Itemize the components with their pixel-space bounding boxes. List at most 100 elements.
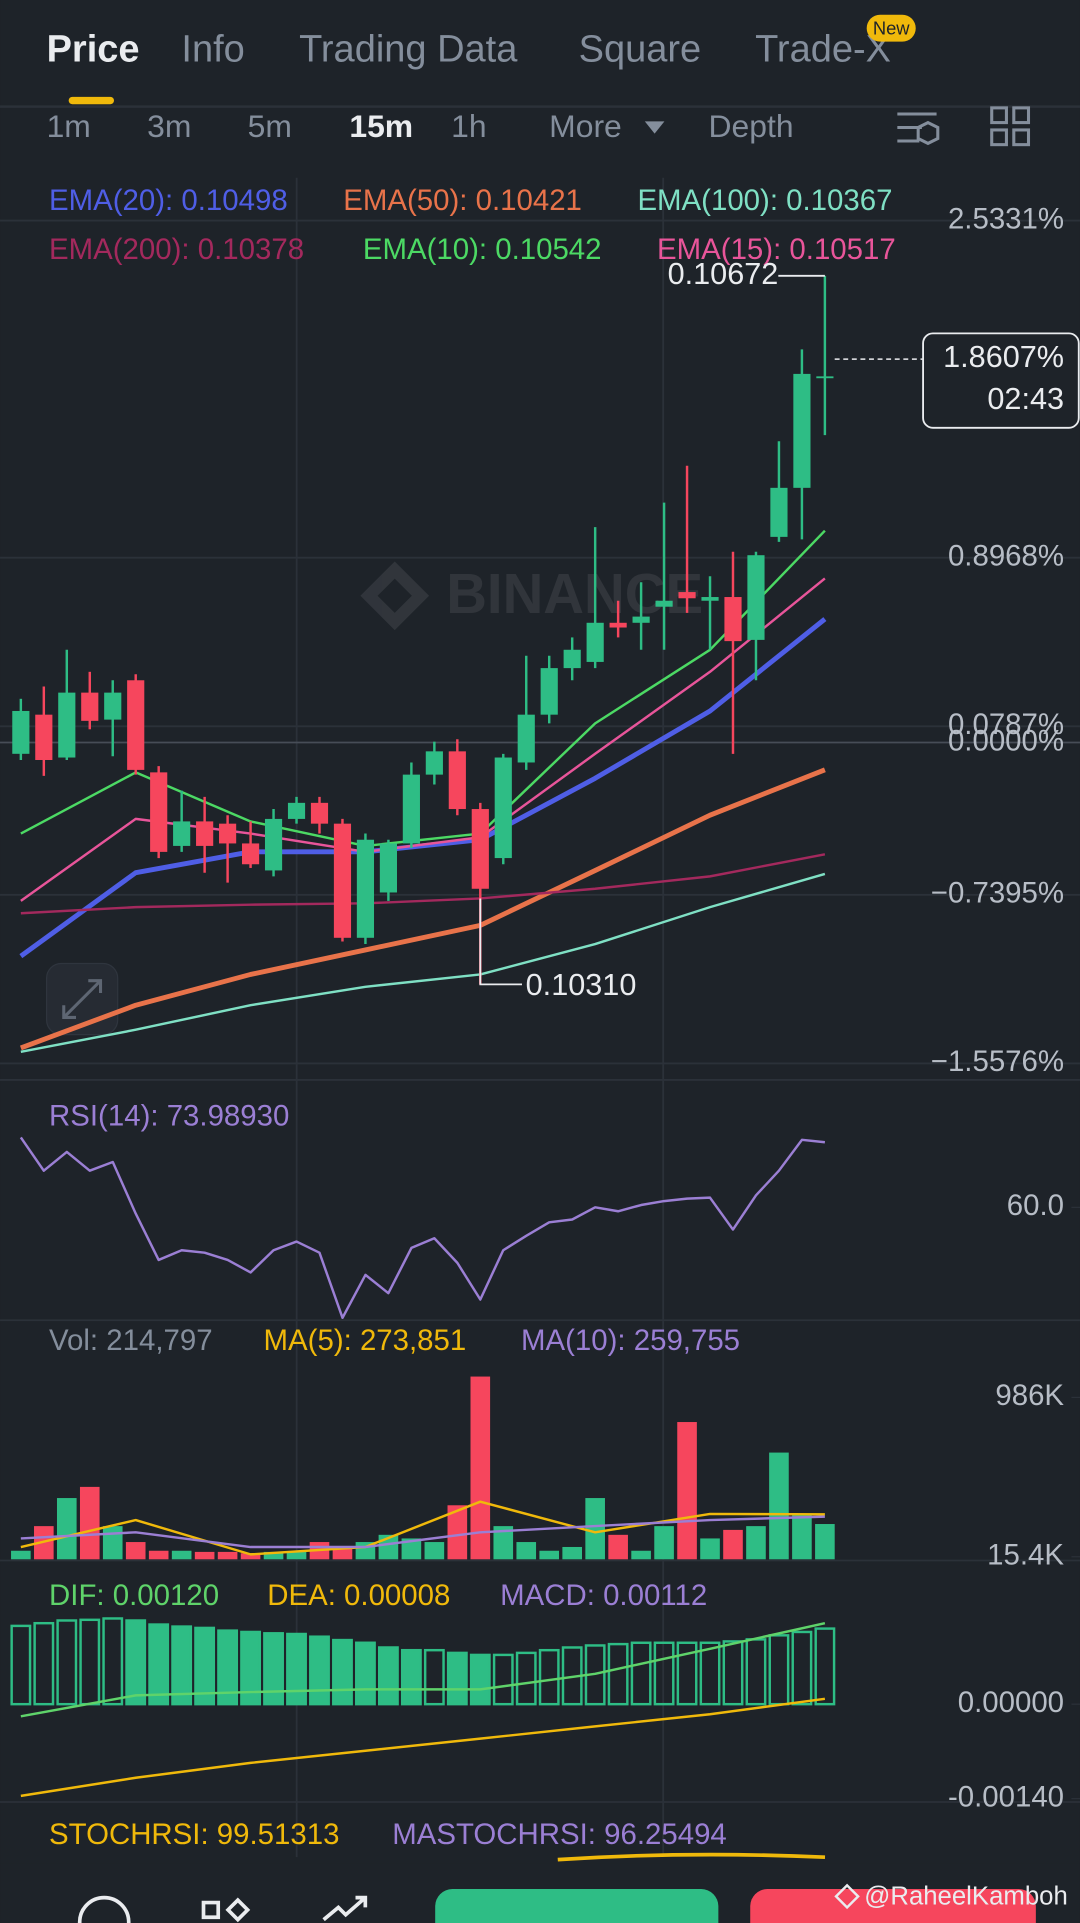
y-tick-label: 60.0 <box>1007 1189 1064 1222</box>
stoch-line <box>557 1852 826 1862</box>
layout-icon[interactable] <box>990 106 1031 147</box>
legend-text: MACD: 0.00112 <box>500 1579 707 1612</box>
volume-bar <box>332 1546 353 1560</box>
candle-body <box>448 751 466 810</box>
candle-body <box>471 809 489 889</box>
candle-body <box>310 802 329 824</box>
interval-bar: 1m 3m 5m 15m 1h More Depth <box>47 106 1031 147</box>
legend-text: MA(10): 259,755 <box>521 1324 740 1357</box>
interval[interactable]: 15m <box>349 108 413 144</box>
low-label: 0.10310 <box>526 968 637 1002</box>
candle-body <box>517 714 535 763</box>
interval[interactable]: More <box>549 108 622 144</box>
macd-bar <box>791 1630 813 1706</box>
dropdown-arrow <box>644 121 665 134</box>
candle-body <box>678 592 696 599</box>
candle-body <box>701 597 719 601</box>
macd-bar <box>263 1632 284 1706</box>
interval[interactable]: 1h <box>451 108 486 144</box>
legend-text: EMA(100): 0.10367 <box>637 184 892 217</box>
macd-bar <box>10 1624 32 1706</box>
current-price-label: 1.8607% <box>943 340 1064 374</box>
candle-body <box>81 692 99 721</box>
candle-body <box>58 692 76 758</box>
high-label: 0.10672 <box>668 257 779 291</box>
series-line <box>20 853 826 915</box>
tab[interactable]: Trade-X <box>755 29 891 71</box>
macd-bar <box>630 1641 652 1706</box>
annotation-line <box>479 898 522 986</box>
tab[interactable]: Trading Data <box>299 29 518 71</box>
macd-bar <box>286 1632 307 1706</box>
volume-bar <box>746 1526 766 1560</box>
volume-bar <box>493 1526 514 1560</box>
interval[interactable]: 5m <box>248 108 292 144</box>
volume-bar <box>700 1538 720 1560</box>
macd-bar <box>33 1621 55 1706</box>
legend-text: EMA(15): 0.10517 <box>657 233 896 266</box>
badge-text: New <box>873 17 910 38</box>
macd-bar <box>653 1641 675 1706</box>
candle-body <box>264 818 283 871</box>
legend-text: MA(5): 273,851 <box>264 1324 467 1357</box>
interval[interactable]: 3m <box>147 108 191 144</box>
volume-bar <box>102 1526 123 1560</box>
candle-body <box>793 373 811 488</box>
macd-bar <box>125 1619 147 1706</box>
y-tick-label: 2.5331% <box>948 202 1064 235</box>
macd-bar <box>217 1629 239 1706</box>
candle-body <box>540 668 558 715</box>
volume-bar <box>194 1551 215 1560</box>
candle-body <box>241 843 260 865</box>
legend-text: Vol: 214,797 <box>49 1324 213 1357</box>
series-line <box>19 767 826 1051</box>
candle-body <box>127 680 145 770</box>
sell-button[interactable] <box>750 1889 1036 1923</box>
legend-text: EMA(200): 0.10378 <box>49 233 304 266</box>
icon[interactable] <box>201 1897 251 1923</box>
watermark: BINANCE <box>360 561 703 631</box>
macd-bar <box>676 1641 698 1706</box>
legend-text: RSI(14): 73.98930 <box>49 1100 289 1133</box>
legend-text: MASTOCHRSI: 96.25494 <box>392 1818 727 1851</box>
volume-bar <box>470 1376 491 1560</box>
candle-body <box>724 597 742 642</box>
icon[interactable] <box>77 1895 131 1923</box>
tab[interactable]: Price <box>47 29 140 71</box>
y-tick-label: 0.0000% <box>948 724 1064 757</box>
buy-button[interactable] <box>435 1889 719 1923</box>
candle-body <box>655 600 673 607</box>
series-line <box>20 1697 826 1798</box>
candle-body <box>586 622 604 662</box>
candle-body <box>816 376 834 379</box>
macd-bar <box>699 1641 721 1706</box>
volume-bar <box>401 1538 422 1560</box>
legend-text: DIF: 0.00120 <box>49 1579 219 1612</box>
interval[interactable]: 1m <box>47 108 91 144</box>
candle-body <box>494 757 512 859</box>
volume-bar <box>654 1526 674 1560</box>
settings-icon[interactable] <box>897 112 940 146</box>
volume-bar <box>792 1513 812 1560</box>
y-tick-label: −1.5576% <box>931 1045 1064 1078</box>
y-tick-label: −0.7395% <box>931 877 1064 910</box>
plot-area: 2.5331% 0.8968% 0.0787%0.0000% −0.7395% −1.5… <box>0 184 1080 1813</box>
volume-bar <box>217 1551 238 1560</box>
y-tick-label: 0.00000 <box>958 1686 1064 1719</box>
volume-bar <box>608 1534 628 1560</box>
volume-bar <box>516 1542 537 1560</box>
y-tick-label: 15.4K <box>987 1539 1064 1572</box>
interval[interactable]: Depth <box>709 108 794 144</box>
macd-bar <box>171 1625 193 1706</box>
tab[interactable]: Info <box>181 29 244 71</box>
tab[interactable]: Square <box>579 29 702 71</box>
series-line <box>20 872 826 1053</box>
volume-bar <box>79 1486 100 1560</box>
icon[interactable] <box>322 1895 368 1922</box>
candle-body <box>770 487 788 537</box>
candle-body <box>402 774 420 844</box>
volume-bar <box>447 1505 468 1560</box>
candle-body <box>333 823 352 938</box>
tab-underline <box>68 96 115 105</box>
